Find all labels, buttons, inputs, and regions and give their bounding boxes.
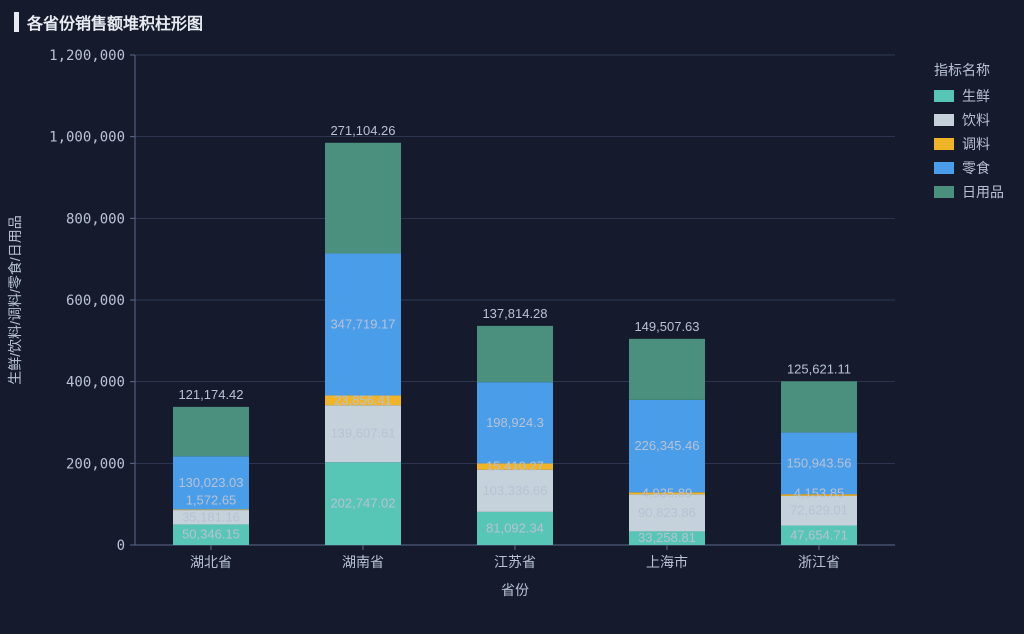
legend-item[interactable]: 生鲜 (934, 86, 1004, 106)
x-tick-label: 浙江省 (798, 554, 840, 570)
value-label: 130,023.03 (178, 475, 243, 490)
value-label: 33,258.81 (638, 530, 696, 545)
legend-swatch (934, 162, 954, 174)
bar-segment[interactable] (173, 407, 249, 456)
value-label: 50,346.15 (182, 527, 240, 542)
value-label: 15,410.27 (486, 459, 544, 474)
legend-label: 生鲜 (962, 86, 990, 106)
value-label: 4,935.89 (642, 485, 693, 500)
value-label: 347,719.17 (330, 316, 395, 331)
value-label: 149,507.63 (634, 319, 699, 334)
value-label: 150,943.56 (786, 455, 851, 470)
x-tick-label: 上海市 (646, 554, 688, 570)
legend-label: 饮料 (962, 110, 990, 130)
y-tick-label: 600,000 (66, 293, 125, 309)
value-label: 90,823.86 (638, 505, 696, 520)
value-label: 125,621.11 (787, 361, 851, 376)
legend-title: 指标名称 (934, 60, 1004, 80)
legend-item[interactable]: 日用品 (934, 182, 1004, 202)
y-axis-label: 生鲜/饮料/调料/零食/日用品 (7, 215, 23, 385)
value-label: 121,174.42 (178, 387, 243, 402)
x-tick-label: 湖南省 (342, 554, 384, 570)
bar-segment[interactable] (629, 339, 705, 400)
value-label: 137,814.28 (482, 306, 547, 321)
value-label: 103,336.66 (482, 483, 547, 498)
legend-swatch (934, 114, 954, 126)
chart-legend: 指标名称 生鲜饮料调料零食日用品 (934, 60, 1004, 206)
value-label: 1,572.65 (186, 492, 237, 507)
legend-label: 调料 (962, 134, 990, 154)
y-tick-label: 200,000 (66, 456, 125, 472)
value-label: 81,092.34 (486, 520, 544, 535)
stacked-bar-chart: 0 200,000 400,000 600,000 800,000 1,000,000 1,… (0, 0, 1024, 634)
y-tick-label: 1,200,000 (49, 48, 125, 64)
legend-swatch (934, 138, 954, 150)
value-label: 226,345.46 (634, 438, 699, 453)
legend-label: 日用品 (962, 182, 1004, 202)
value-label: 35,181.16 (182, 509, 240, 524)
legend-item[interactable]: 饮料 (934, 110, 1004, 130)
legend-label: 零食 (962, 158, 990, 178)
legend-item[interactable]: 调料 (934, 134, 1004, 154)
value-label: 72,629.01 (790, 503, 848, 518)
y-tick-label: 400,000 (66, 375, 125, 391)
x-tick-label: 湖北省 (190, 554, 232, 570)
y-tick-label: 1,000,000 (49, 130, 125, 146)
value-label: 198,924.3 (486, 415, 544, 430)
value-label: 23,856.41 (334, 392, 392, 407)
bar-segment[interactable] (781, 381, 857, 432)
bar-segment[interactable] (325, 143, 401, 254)
value-label: 139,607.61 (330, 426, 395, 441)
value-label: 4,153.85 (794, 486, 845, 501)
value-label: 271,104.26 (330, 123, 395, 138)
value-label: 202,747.02 (330, 496, 395, 511)
y-tick-label: 0 (117, 538, 125, 554)
value-label: 47,654.71 (790, 527, 848, 542)
x-tick-label: 江苏省 (494, 554, 536, 570)
legend-swatch (934, 186, 954, 198)
legend-item[interactable]: 零食 (934, 158, 1004, 178)
bar-segment[interactable] (477, 326, 553, 382)
y-tick-label: 800,000 (66, 211, 125, 227)
legend-swatch (934, 90, 954, 102)
x-axis-label: 省份 (501, 582, 529, 598)
